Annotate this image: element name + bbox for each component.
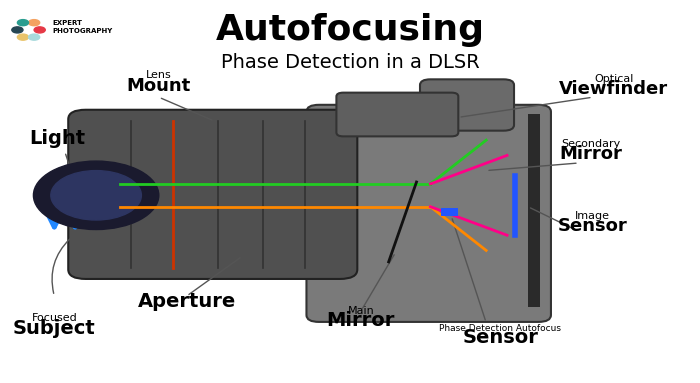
Circle shape — [51, 170, 141, 220]
Text: Optical: Optical — [594, 74, 634, 84]
Text: Lens: Lens — [146, 70, 172, 80]
Text: Focused: Focused — [32, 313, 77, 323]
Text: Autofocusing: Autofocusing — [216, 13, 485, 47]
Text: Secondary: Secondary — [561, 139, 620, 149]
Text: Mirror: Mirror — [327, 311, 395, 330]
Circle shape — [29, 20, 40, 26]
Text: Image: Image — [575, 211, 610, 221]
Circle shape — [29, 34, 40, 40]
Text: Viewfinder: Viewfinder — [559, 80, 668, 98]
Circle shape — [34, 27, 46, 33]
Text: EXPERT
PHOTOGRAPHY: EXPERT PHOTOGRAPHY — [52, 21, 113, 34]
FancyBboxPatch shape — [420, 79, 514, 131]
Text: Sensor: Sensor — [558, 217, 628, 235]
Text: Aperture: Aperture — [137, 292, 236, 311]
Circle shape — [18, 20, 29, 26]
Text: Mirror: Mirror — [559, 145, 622, 163]
Circle shape — [18, 34, 29, 40]
Text: Light: Light — [29, 129, 86, 148]
Circle shape — [12, 27, 23, 33]
FancyBboxPatch shape — [68, 110, 357, 279]
Text: Phase Detection in a DLSR: Phase Detection in a DLSR — [221, 53, 480, 72]
Text: Subject: Subject — [13, 319, 96, 338]
FancyBboxPatch shape — [307, 105, 551, 322]
Text: Mount: Mount — [127, 77, 191, 95]
Text: Main: Main — [347, 306, 374, 316]
Bar — [528, 113, 540, 308]
Circle shape — [34, 161, 159, 229]
Text: Sensor: Sensor — [462, 328, 538, 347]
FancyBboxPatch shape — [337, 93, 458, 136]
Text: Phase Detection Autofocus: Phase Detection Autofocus — [439, 324, 561, 333]
Bar — [441, 208, 458, 216]
